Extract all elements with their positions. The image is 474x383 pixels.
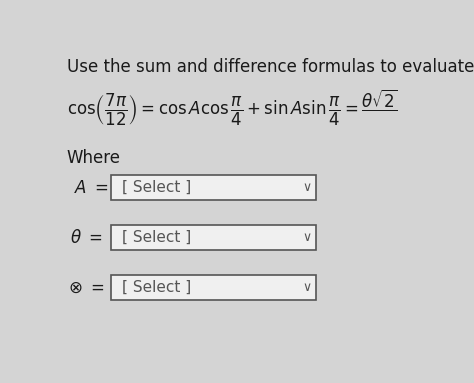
Text: $A\ =$: $A\ =$ — [74, 178, 109, 196]
Text: [ Select ]: [ Select ] — [122, 230, 191, 245]
FancyBboxPatch shape — [110, 225, 317, 250]
Text: [ Select ]: [ Select ] — [122, 180, 191, 195]
FancyBboxPatch shape — [110, 175, 317, 200]
Text: $\otimes\ =$: $\otimes\ =$ — [68, 279, 105, 297]
Text: $\vee$: $\vee$ — [301, 181, 311, 194]
Text: $\vee$: $\vee$ — [301, 281, 311, 294]
Text: Use the sum and difference formulas to evaluate: Use the sum and difference formulas to e… — [66, 58, 474, 76]
Text: [ Select ]: [ Select ] — [122, 280, 191, 295]
Text: Where: Where — [66, 149, 120, 167]
Text: $\vee$: $\vee$ — [301, 231, 311, 244]
Text: $\cos\!\left(\dfrac{7\pi}{12}\right) = \cos A\cos\dfrac{\pi}{4} + \sin A\sin\dfr: $\cos\!\left(\dfrac{7\pi}{12}\right) = \… — [66, 88, 398, 128]
Text: $\theta\ =$: $\theta\ =$ — [70, 229, 103, 247]
FancyBboxPatch shape — [110, 275, 317, 300]
